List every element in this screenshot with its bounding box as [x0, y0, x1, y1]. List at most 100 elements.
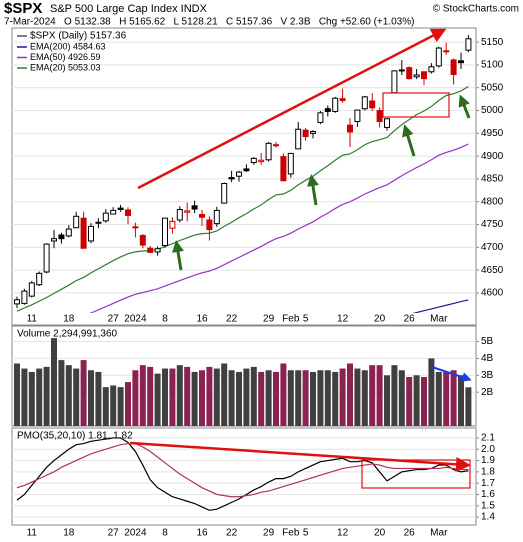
volume-bar: [58, 360, 65, 426]
candle-body: [376, 110, 383, 122]
x-tick-label: 27: [108, 528, 120, 539]
volume-bar: [265, 370, 272, 426]
volume-bar: [21, 368, 28, 426]
y-tick-label: 1.6: [481, 489, 495, 500]
candle-body: [361, 96, 368, 110]
volume-bar: [184, 366, 191, 426]
candle-body: [36, 272, 43, 286]
y-tick-label: 1.5: [481, 500, 495, 511]
candle-body: [287, 152, 294, 175]
volume-bar: [147, 366, 154, 426]
volume-bar: [310, 371, 316, 426]
candle-body: [132, 226, 139, 229]
volume-bar: [14, 363, 20, 426]
y-tick-label: 3B: [481, 370, 494, 381]
legend-label: Volume 2,294,991,360: [17, 329, 118, 340]
y-tick-label: 1.9: [481, 455, 495, 466]
volume-bar: [450, 370, 457, 426]
candle-body: [391, 70, 398, 94]
volume-bar: [125, 382, 131, 426]
volume-bar: [73, 368, 80, 426]
pmo-panel: [11, 427, 477, 526]
subtitle: S&P 500 Large Cap Index INDX: [50, 3, 208, 15]
x-tick-label: 12: [337, 314, 349, 325]
candle-body: [324, 108, 331, 112]
candle-body: [317, 112, 324, 123]
volume-bar: [117, 387, 124, 426]
volume-bar: [273, 371, 279, 426]
x-tick-label: Mar: [430, 314, 448, 325]
volume-bar: [243, 368, 250, 426]
green-arrow: [172, 240, 184, 271]
green-arrow: [458, 94, 471, 119]
volume-bar: [110, 385, 117, 426]
volume-bar: [132, 370, 139, 426]
highlight-box: [361, 459, 471, 489]
y-tick-label: 2B: [481, 387, 494, 398]
candle-body: [295, 128, 302, 150]
volume-bar: [162, 368, 168, 426]
volume-bar: [443, 371, 450, 426]
x-tick-label: 5: [303, 314, 309, 325]
candle-body: [117, 207, 124, 210]
volume-bar: [199, 370, 205, 426]
y-tick-label: 2.1: [481, 433, 495, 444]
candle-body: [384, 118, 390, 128]
candle-body: [302, 129, 309, 138]
y-tick-label: 1.4: [481, 512, 495, 523]
legend-label: EMA(50) 4926.59: [30, 52, 101, 62]
highlight-box: [382, 92, 450, 118]
candle-body: [280, 156, 287, 182]
x-tick-label: 11: [27, 314, 38, 325]
volume-bar: [435, 371, 442, 426]
volume-bar: [406, 377, 413, 426]
volume-bar: [347, 363, 353, 426]
candle-body: [73, 215, 80, 229]
volume-bar: [332, 371, 339, 426]
candle-body: [243, 168, 250, 172]
y-tick-label: 4600: [481, 288, 504, 299]
plot-area: [12, 35, 476, 313]
volume-bar: [369, 365, 376, 426]
x-tick-label: Feb: [282, 314, 300, 325]
volume-bar: [339, 368, 346, 426]
candle-body: [213, 209, 220, 225]
volume-bar: [458, 375, 464, 426]
candle-body: [110, 209, 117, 215]
candle-body: [154, 248, 161, 253]
volume-bar: [465, 387, 472, 426]
y-tick-label: 4750: [481, 219, 504, 230]
y-tick-label: 1.7: [481, 478, 495, 489]
candle-body: [162, 217, 168, 247]
volume-bar: [80, 360, 87, 426]
candle-body: [28, 282, 35, 297]
volume-bar: [324, 370, 331, 426]
volume-bar: [391, 365, 398, 426]
volume-bar: [258, 371, 265, 426]
volume-bar: [206, 366, 213, 426]
y-tick-label: 4900: [481, 151, 504, 162]
volume-bar: [376, 365, 383, 426]
volume-bar: [287, 370, 294, 426]
quote: 7-Mar-2024 O 5132.38 H 5165.62 L 5128.21…: [4, 17, 414, 28]
candle-body: [147, 247, 154, 253]
y-tick-label: 5B: [481, 336, 494, 347]
x-tick-label: 2024: [124, 314, 147, 325]
x-tick-label: 16: [196, 528, 208, 539]
x-tick-label: 18: [63, 528, 75, 539]
price-panel: [11, 27, 477, 326]
volume-bar: [28, 371, 35, 426]
legend-label: EMA(200) 4584.63: [30, 41, 106, 51]
volume-bar: [228, 370, 235, 426]
candle-body: [398, 69, 405, 72]
candle-body: [421, 71, 427, 80]
candle-body: [450, 59, 457, 76]
x-tick-label: 5: [303, 528, 309, 539]
volume-bar: [236, 371, 242, 426]
x-tick-label: 12: [337, 528, 349, 539]
candle-body: [443, 50, 450, 53]
legend-label: $SPX (Daily) 5157.36: [30, 31, 127, 42]
candle-body: [221, 182, 228, 204]
candle-body: [332, 97, 339, 112]
